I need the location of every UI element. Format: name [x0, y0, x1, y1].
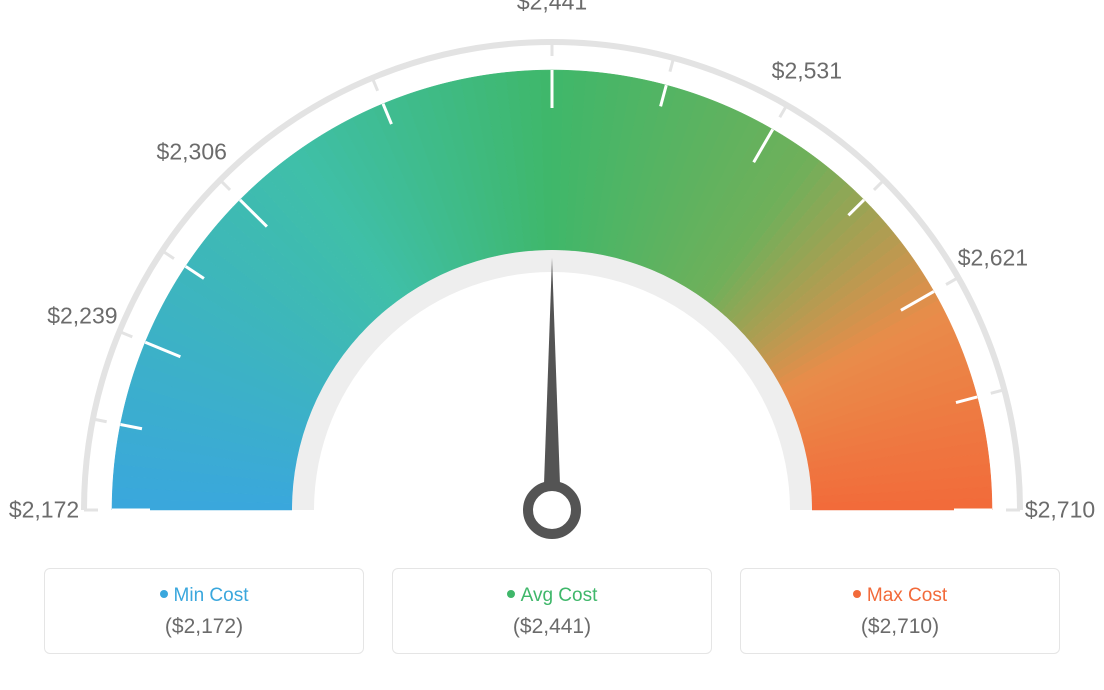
- min-cost-card: Min Cost ($2,172): [44, 568, 364, 654]
- gauge-svg: [0, 0, 1104, 560]
- gauge-tick-label: $2,531: [772, 57, 842, 84]
- gauge-tick-label: $2,621: [958, 244, 1028, 271]
- dot-icon: [853, 590, 861, 598]
- max-cost-label: Max Cost: [867, 585, 947, 606]
- max-cost-value: ($2,710): [761, 615, 1039, 639]
- gauge-tick-label: $2,172: [9, 497, 79, 524]
- gauge-tick-label: $2,306: [157, 138, 227, 165]
- min-cost-label: Min Cost: [174, 585, 249, 606]
- gauge-tick-label: $2,239: [47, 303, 117, 330]
- dot-icon: [160, 590, 168, 598]
- gauge-tick-label: $2,441: [517, 0, 587, 16]
- gauge-chart: $2,172 $2,239 $2,306 $2,441 $2,531 $2,621 $2,7…: [0, 0, 1104, 560]
- avg-cost-title: Avg Cost: [413, 585, 691, 607]
- avg-cost-label: Avg Cost: [521, 585, 598, 606]
- gauge-tick-label: $2,710: [1025, 497, 1095, 524]
- summary-cards: Min Cost ($2,172) Avg Cost ($2,441) Max …: [0, 568, 1104, 654]
- max-cost-card: Max Cost ($2,710): [740, 568, 1060, 654]
- dot-icon: [507, 590, 515, 598]
- min-cost-value: ($2,172): [65, 615, 343, 639]
- min-cost-title: Min Cost: [65, 585, 343, 607]
- avg-cost-value: ($2,441): [413, 615, 691, 639]
- avg-cost-card: Avg Cost ($2,441): [392, 568, 712, 654]
- max-cost-title: Max Cost: [761, 585, 1039, 607]
